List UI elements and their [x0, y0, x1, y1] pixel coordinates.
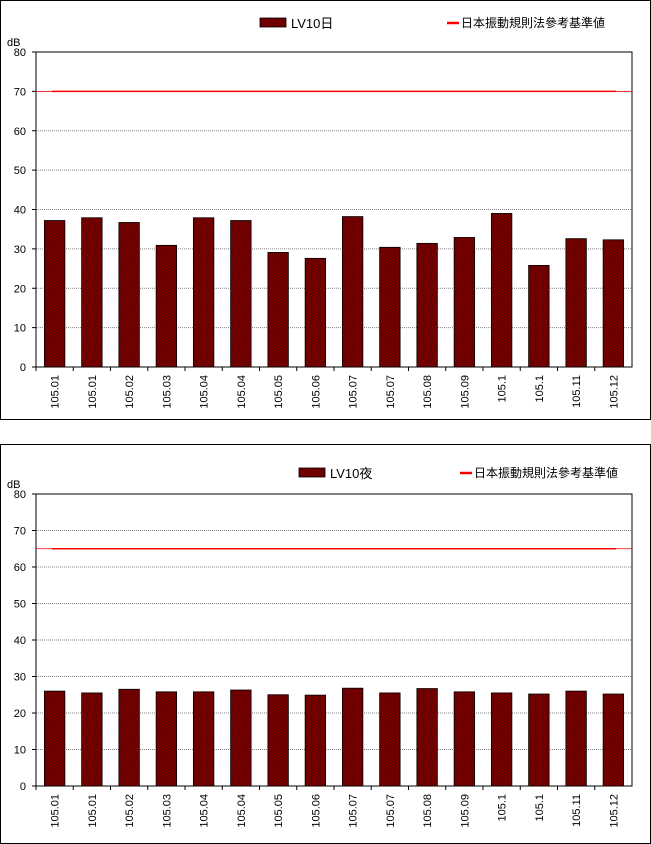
legend-swatch-bar — [259, 17, 287, 28]
bar — [453, 691, 476, 787]
x-tick-label: 105.07 — [385, 375, 397, 409]
x-tick-label: 105.01 — [50, 794, 62, 828]
y-tick-label: 50 — [14, 599, 26, 611]
x-tick-label: 105.03 — [161, 375, 173, 409]
x-tick-label: 105.07 — [385, 794, 397, 828]
y-tick-label: 10 — [14, 745, 26, 757]
x-tick-label: 105.01 — [87, 375, 99, 409]
x-tick-label: 105.07 — [348, 794, 360, 828]
x-tick-label: 105.04 — [199, 794, 211, 828]
x-tick-label: 105.04 — [199, 375, 211, 409]
bar — [565, 238, 587, 368]
y-tick-label: 40 — [14, 635, 26, 647]
y-tick-label: 70 — [14, 526, 26, 538]
x-tick-label: 105.08 — [422, 794, 434, 828]
bar — [230, 689, 252, 787]
x-tick-label: 105.03 — [161, 794, 173, 828]
legend-label-bar: LV10日 — [291, 16, 333, 31]
x-tick-label: 105.01 — [87, 794, 99, 828]
y-tick-label: 80 — [14, 489, 26, 501]
y-tick-label: 80 — [14, 47, 26, 59]
y-tick-label: 0 — [20, 362, 26, 374]
bar — [379, 246, 401, 368]
y-axis-label: dB — [7, 37, 20, 49]
chart-panel-day: 0 10 20 30 40 50 60 70 80 dB 105.01 105.01 105.02 105… — [0, 0, 651, 420]
x-tick-label: 105.11 — [571, 375, 583, 408]
chart-panel-night: 0 10 20 30 40 50 60 70 80 dB 105.01 105.01 105.02 105… — [0, 444, 651, 844]
y-tick-label: 20 — [14, 283, 26, 295]
x-tick-label: 105.09 — [459, 375, 471, 409]
bar — [602, 693, 625, 787]
y-tick-label: 0 — [20, 781, 26, 793]
bar — [416, 688, 438, 787]
y-tick-label: 70 — [14, 86, 26, 98]
x-tick-label: 105.1 — [534, 794, 546, 822]
x-tick-label: 105.04 — [236, 375, 248, 409]
bar — [43, 690, 66, 787]
x-tick-label: 105.09 — [459, 794, 471, 828]
x-tick-label: 105.06 — [310, 375, 322, 409]
bar — [602, 239, 625, 368]
x-tick-label: 105.02 — [124, 375, 136, 409]
bar — [528, 265, 550, 368]
bar — [528, 693, 550, 787]
y-tick-label: 20 — [14, 708, 26, 720]
bar — [192, 217, 215, 368]
bar — [43, 220, 66, 368]
bar — [118, 222, 140, 368]
bar — [416, 242, 438, 368]
x-tick-label: 105.02 — [124, 794, 136, 828]
y-tick-label: 30 — [14, 672, 26, 684]
bar — [490, 213, 513, 368]
x-tick-label: 105.04 — [236, 794, 248, 828]
y-tick-label: 60 — [14, 126, 26, 138]
x-tick-label: 105.07 — [348, 375, 360, 409]
bar — [304, 694, 327, 787]
bar — [81, 692, 103, 787]
legend-label-line: 日本振動規則法參考基準値 — [474, 465, 618, 480]
y-axis-label: dB — [7, 479, 20, 491]
legend-label-bar: LV10夜 — [330, 466, 372, 481]
x-tick-label: 105.12 — [608, 794, 620, 828]
x-tick-label: 105.12 — [608, 375, 620, 409]
x-tick-label: 105.01 — [50, 375, 62, 409]
y-tick-label: 40 — [14, 205, 26, 217]
bar — [118, 688, 140, 787]
y-tick-label: 60 — [14, 562, 26, 574]
x-tick-label: 105.11 — [571, 794, 583, 827]
bar — [81, 217, 103, 368]
x-tick-label: 105.1 — [534, 375, 546, 403]
bar — [267, 252, 289, 368]
x-tick-label: 105.1 — [497, 375, 509, 403]
bar — [490, 692, 513, 787]
bar — [155, 691, 178, 787]
bar — [155, 244, 178, 368]
bar — [230, 220, 252, 368]
x-tick-label: 105.06 — [310, 794, 322, 828]
legend-swatch-bar — [298, 467, 326, 478]
x-tick-label: 105.05 — [273, 375, 285, 409]
x-tick-label: 105.05 — [273, 794, 285, 828]
bar — [453, 237, 476, 368]
bar — [267, 694, 289, 787]
bar — [565, 690, 587, 787]
y-tick-label: 10 — [14, 323, 26, 335]
bar — [379, 692, 401, 787]
legend-label-line: 日本振動規則法參考基準値 — [461, 15, 605, 30]
bar — [341, 687, 364, 787]
bar — [341, 216, 364, 368]
y-tick-label: 50 — [14, 165, 26, 177]
y-tick-label: 30 — [14, 244, 26, 256]
bar — [192, 691, 215, 787]
bar — [304, 257, 327, 368]
x-tick-label: 105.08 — [422, 375, 434, 409]
x-tick-label: 105.1 — [497, 794, 509, 822]
